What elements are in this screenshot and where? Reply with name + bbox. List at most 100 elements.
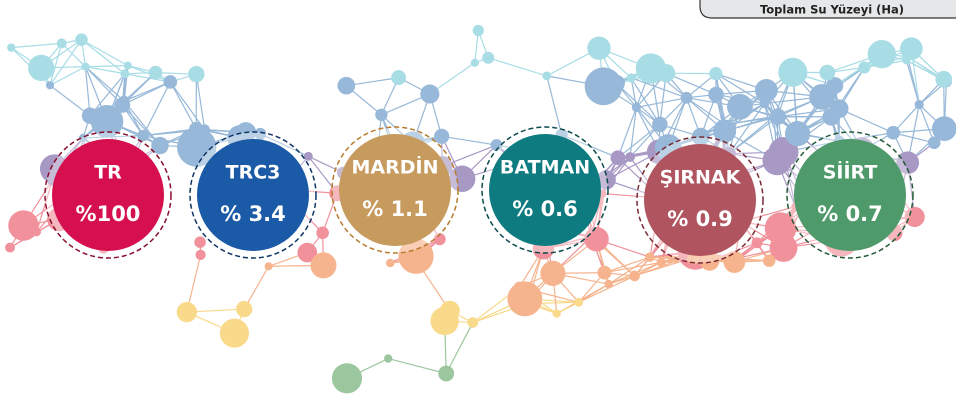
network-edge [893, 132, 935, 144]
network-node [375, 108, 388, 121]
network-node [8, 210, 39, 241]
network-node [819, 64, 836, 81]
item-circle [794, 139, 906, 251]
network-node [163, 75, 178, 89]
network-node [472, 24, 484, 37]
network-node [151, 136, 169, 155]
network-node [177, 127, 217, 167]
network-node [755, 78, 778, 102]
item-name: SİİRT [823, 160, 878, 184]
network-node [194, 236, 206, 248]
network-node [430, 306, 459, 336]
network-edge [85, 66, 125, 75]
network-node [490, 139, 503, 152]
network-node [935, 70, 953, 88]
network-node [904, 206, 925, 227]
item-name: TRC3 [226, 162, 281, 184]
network-node [385, 258, 395, 268]
network-node [809, 83, 836, 110]
network-node [176, 302, 197, 323]
network-edge [636, 97, 687, 109]
network-node [727, 93, 753, 120]
item-circle [339, 134, 451, 246]
network-node [56, 38, 67, 49]
network-edge [81, 39, 126, 75]
network-edge [629, 107, 638, 158]
network-edge [49, 39, 82, 86]
network-edge [81, 39, 129, 67]
network-node [90, 104, 124, 138]
network-edge [169, 81, 197, 130]
item-circle [52, 139, 164, 251]
network-node [778, 57, 808, 87]
network-edge [441, 135, 497, 146]
network-node [709, 67, 723, 81]
network-edge [61, 42, 86, 68]
network-edge [630, 77, 661, 125]
network-node [587, 36, 611, 60]
network-node [482, 51, 495, 64]
network-edge [85, 66, 123, 106]
network-edge [121, 104, 161, 146]
network-edge [630, 77, 687, 99]
network-edge [445, 322, 474, 374]
network-edge [725, 115, 775, 126]
network-node [45, 81, 55, 90]
network-edge [89, 73, 126, 117]
network-edge [260, 133, 309, 157]
network-edge [84, 66, 91, 116]
network-node [467, 317, 479, 328]
network-node [398, 238, 434, 274]
network-node [784, 121, 811, 147]
network-edge [85, 66, 125, 102]
network-node [540, 260, 566, 286]
network-edge [905, 60, 920, 105]
network-node [5, 242, 16, 253]
network-edge [142, 81, 171, 136]
network-edge [124, 73, 171, 83]
item-value: % 0.7 [817, 202, 883, 226]
network-node [584, 67, 623, 106]
network-node [822, 108, 841, 126]
network-node [626, 73, 636, 83]
network-node [28, 54, 55, 82]
network-edge [488, 57, 547, 77]
network-node [867, 40, 896, 69]
network-node [762, 254, 776, 267]
network-edge [308, 155, 344, 174]
network-edge [604, 256, 651, 274]
network-edge [617, 123, 661, 159]
network-node [391, 70, 407, 86]
network-node [552, 309, 561, 318]
network-node [759, 98, 770, 109]
network-edge [546, 75, 563, 135]
network-node [629, 270, 640, 282]
network-node [769, 111, 779, 122]
network-edge [36, 179, 54, 233]
network-edge [83, 135, 144, 139]
network-node [584, 230, 598, 243]
network-edge [608, 256, 651, 285]
network-node [219, 318, 249, 348]
network-node [433, 233, 446, 246]
network-edge [123, 100, 161, 146]
network-node [148, 65, 163, 80]
network-node [625, 152, 635, 163]
network-edge [122, 81, 171, 106]
network-node [699, 251, 720, 271]
network-node [635, 53, 666, 84]
items: TR %100 TRC3 % 3.4 MARDİN % 1.1 BATMAN % 0.6 ŞIR… [44, 126, 914, 264]
network-node [751, 237, 763, 249]
network-edge [578, 275, 635, 303]
network-node [596, 170, 616, 190]
network-node [764, 212, 797, 244]
network-edge [49, 66, 86, 86]
network-node [610, 150, 626, 166]
network-node [331, 363, 363, 394]
network-node [81, 107, 99, 124]
network-edge [195, 74, 206, 130]
network-node [120, 69, 130, 79]
network-node [762, 146, 792, 176]
network-edge [604, 261, 662, 274]
